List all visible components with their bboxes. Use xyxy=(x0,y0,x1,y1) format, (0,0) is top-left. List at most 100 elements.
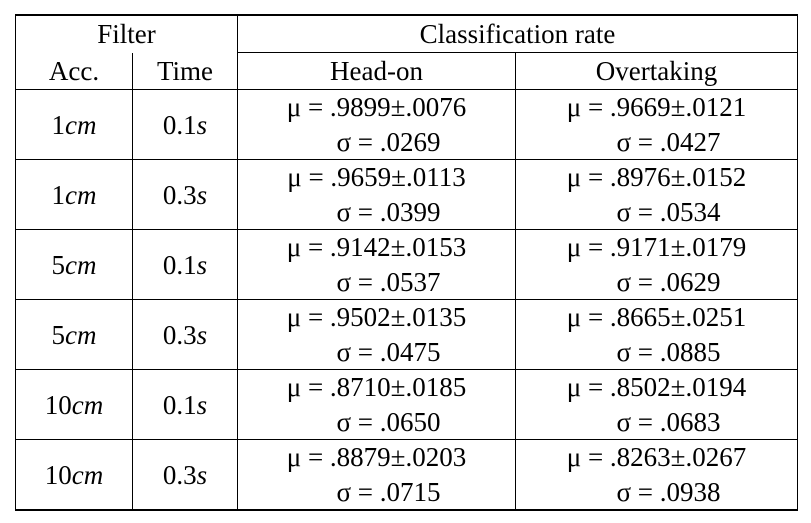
time-cell: 0.1s xyxy=(132,229,238,300)
head-on-mu: μ = .8710±.0185 xyxy=(286,372,467,402)
head-on-sigma-cell: σ = .0650 xyxy=(237,404,516,440)
overtaking-mu-cell: μ = .8263±.0267 xyxy=(515,439,798,474)
acc-unit: cm xyxy=(65,319,97,350)
time-unit: s xyxy=(196,459,208,490)
head-on-sigma: σ = .0537 xyxy=(336,266,441,297)
head-on-mu-cell: μ = .9502±.0135 xyxy=(237,299,516,334)
overtaking-sigma-cell: σ = .0938 xyxy=(515,474,798,511)
acc-value: 1 xyxy=(51,109,66,140)
acc-value: 10 xyxy=(44,389,72,420)
head-on-sigma: σ = .0475 xyxy=(336,336,441,367)
head-on-sigma: σ = .0715 xyxy=(336,476,441,507)
time-unit: s xyxy=(196,389,208,420)
head-on-sigma-cell: σ = .0399 xyxy=(237,194,516,230)
time-value: 0.3 xyxy=(162,459,197,490)
filter-group-header: Filter xyxy=(15,14,238,53)
overtaking-column-header: Overtaking xyxy=(515,52,798,90)
time-unit: s xyxy=(196,249,208,280)
overtaking-sigma: σ = .0629 xyxy=(616,266,721,297)
head-on-mu-cell: μ = .8710±.0185 xyxy=(237,369,516,404)
head-on-mu-cell: μ = .9142±.0153 xyxy=(237,229,516,264)
head-on-mu: μ = .9142±.0153 xyxy=(286,232,467,262)
overtaking-mu: μ = .8502±.0194 xyxy=(566,372,747,402)
acc-unit: cm xyxy=(71,389,104,420)
table-row: 1cm 0.3s μ = .9659±.0113 μ = .8976±.0152 xyxy=(15,159,798,230)
head-on-sigma: σ = .0399 xyxy=(336,196,441,227)
overtaking-sigma: σ = .0683 xyxy=(616,406,721,437)
time-cell: 0.1s xyxy=(132,369,238,440)
acc-cell: 5cm xyxy=(15,299,133,370)
table-row-sigma: σ = .0650 σ = .0683 xyxy=(16,404,798,440)
overtaking-mu-cell: μ = .9171±.0179 xyxy=(515,229,798,264)
acc-unit: cm xyxy=(65,109,97,140)
acc-unit: cm xyxy=(65,249,97,280)
overtaking-sigma-cell: σ = .0683 xyxy=(515,404,798,440)
time-column-header: Time xyxy=(132,52,238,90)
table-row: 10cm 0.1s μ = .8710±.0185 μ = .8502±.0194 xyxy=(15,369,798,440)
head-on-sigma: σ = .0269 xyxy=(336,126,441,157)
time-value: 0.3 xyxy=(162,179,197,210)
overtaking-mu-cell: μ = .8976±.0152 xyxy=(515,159,798,194)
overtaking-sigma: σ = .0938 xyxy=(616,476,721,507)
table-row-sigma: σ = .0399 σ = .0534 xyxy=(16,194,798,230)
table-row: 10cm 0.3s μ = .8879±.0203 μ = .8263±.0267 xyxy=(15,439,798,511)
acc-unit: cm xyxy=(65,179,97,210)
time-cell: 0.1s xyxy=(132,89,238,160)
overtaking-mu-cell: μ = .9669±.0121 xyxy=(515,89,798,124)
head-on-mu-cell: μ = .8879±.0203 xyxy=(237,439,516,474)
time-unit: s xyxy=(196,319,208,350)
acc-value: 5 xyxy=(51,319,66,350)
overtaking-sigma: σ = .0427 xyxy=(616,126,721,157)
results-table: Filter Classification rate Acc. Time Hea… xyxy=(15,14,798,511)
time-cell: 0.3s xyxy=(132,159,238,230)
overtaking-sigma-cell: σ = .0534 xyxy=(515,194,798,230)
head-on-sigma: σ = .0650 xyxy=(336,406,441,437)
table-row: 1cm 0.1s μ = .9899±.0076 μ = .9669±.0121 xyxy=(15,89,798,160)
table-row-sigma: σ = .0537 σ = .0629 xyxy=(16,264,798,300)
acc-value: 5 xyxy=(51,249,66,280)
acc-cell: 10cm xyxy=(15,369,133,440)
head-on-mu: μ = .9899±.0076 xyxy=(286,92,467,122)
table-row: 5cm 0.3s μ = .9502±.0135 μ = .8665±.0251 xyxy=(15,299,798,370)
acc-value: 1 xyxy=(51,179,66,210)
overtaking-mu: μ = .8976±.0152 xyxy=(566,162,747,192)
header-column-row: Acc. Time Head-on Overtaking xyxy=(15,52,798,90)
acc-cell: 5cm xyxy=(15,229,133,300)
overtaking-mu-cell: μ = .8665±.0251 xyxy=(515,299,798,334)
table-row-sigma: σ = .0715 σ = .0938 xyxy=(16,474,798,511)
head-on-mu: μ = .8879±.0203 xyxy=(286,442,467,472)
overtaking-sigma-cell: σ = .0885 xyxy=(515,334,798,370)
time-value: 0.3 xyxy=(162,319,197,350)
table-row: 5cm 0.1s μ = .9142±.0153 μ = .9171±.0179 xyxy=(15,229,798,300)
overtaking-mu: μ = .8665±.0251 xyxy=(566,302,747,332)
time-cell: 0.3s xyxy=(132,299,238,370)
time-value: 0.1 xyxy=(162,249,197,280)
classification-rate-group-header: Classification rate xyxy=(237,14,798,53)
acc-cell: 1cm xyxy=(15,89,133,160)
acc-cell: 1cm xyxy=(15,159,133,230)
overtaking-sigma: σ = .0534 xyxy=(616,196,721,227)
header-group-row: Filter Classification rate xyxy=(15,14,798,53)
head-on-mu-cell: μ = .9659±.0113 xyxy=(237,159,516,194)
overtaking-sigma: σ = .0885 xyxy=(616,336,721,367)
overtaking-mu-cell: μ = .8502±.0194 xyxy=(515,369,798,404)
head-on-sigma-cell: σ = .0537 xyxy=(237,264,516,300)
overtaking-mu: μ = .9171±.0179 xyxy=(566,232,747,262)
acc-cell: 10cm xyxy=(15,439,133,511)
head-on-sigma-cell: σ = .0715 xyxy=(237,474,516,511)
acc-unit: cm xyxy=(71,459,104,490)
head-on-mu: μ = .9659±.0113 xyxy=(287,162,466,192)
overtaking-mu: μ = .8263±.0267 xyxy=(566,442,747,472)
time-unit: s xyxy=(196,109,208,140)
head-on-mu: μ = .9502±.0135 xyxy=(286,302,467,332)
acc-column-header: Acc. xyxy=(15,52,133,90)
time-unit: s xyxy=(196,179,208,210)
table-row-sigma: σ = .0475 σ = .0885 xyxy=(16,334,798,370)
overtaking-sigma-cell: σ = .0427 xyxy=(515,124,798,160)
time-value: 0.1 xyxy=(162,109,197,140)
time-value: 0.1 xyxy=(162,389,197,420)
head-on-sigma-cell: σ = .0269 xyxy=(237,124,516,160)
time-cell: 0.3s xyxy=(132,439,238,511)
overtaking-sigma-cell: σ = .0629 xyxy=(515,264,798,300)
head-on-column-header: Head-on xyxy=(237,52,516,90)
